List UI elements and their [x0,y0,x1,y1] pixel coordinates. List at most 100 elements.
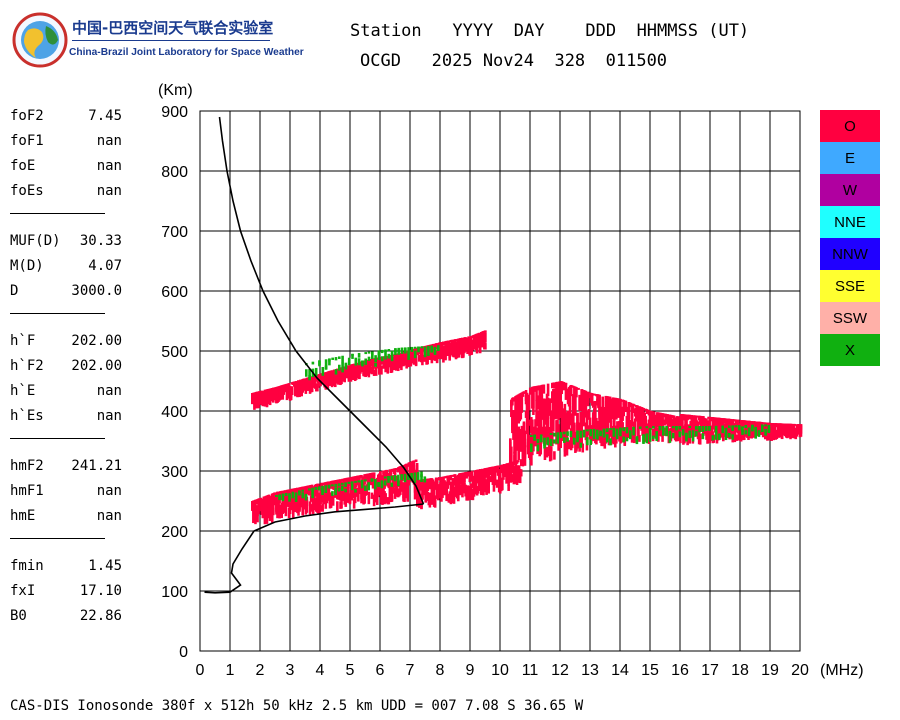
echo-mark-o [673,417,677,426]
echo-mark-x [341,362,344,373]
echo-mark-o [378,367,381,375]
echo-mark-o [790,423,793,427]
echo-mark-x [711,436,715,441]
echo-mark-o [433,498,437,506]
echo-mark-o [356,362,359,368]
echo-mark-o [263,396,267,407]
x-tick-label: 14 [611,662,629,679]
echo-mark-x [347,357,351,364]
echo-mark-x [625,437,629,442]
echo-mark-x [384,349,387,352]
echo-mark-x [549,433,553,436]
echo-mark-x [371,351,374,360]
echo-mark-x [658,426,662,430]
echo-mark-o [395,357,399,369]
echo-mark-o [462,350,465,358]
echo-mark-x [380,349,384,354]
echo-mark-o [527,394,531,411]
echo-mark-o [538,385,541,412]
echo-mark-o [272,392,275,403]
echo-mark-o [477,333,481,345]
echo-mark-x [400,474,403,481]
globe-icon [12,12,68,68]
echo-mark-o [487,476,490,485]
echo-mark-o [581,443,585,453]
echo-mark-o [572,394,575,425]
echo-mark-o [605,424,609,441]
echo-mark-o [698,433,702,445]
echo-mark-x [579,442,583,448]
echo-mark-x [645,433,649,444]
echo-mark-o [474,476,478,491]
echo-mark-x [416,472,420,477]
echo-mark-o [587,409,591,420]
echo-mark-x [668,435,672,443]
echo-mark-o [683,430,686,444]
echo-mark-o [317,483,320,490]
echo-mark-x [311,491,314,499]
echo-mark-x [360,479,364,483]
instrument-footer: CAS-DIS Ionosonde 380f x 512h 50 kHz 2.5… [10,698,584,714]
parameter-row: foF2 7.45 [10,108,150,133]
echo-mark-x [430,345,433,353]
echo-mark-x [619,428,622,437]
echo-mark-o [307,382,311,391]
echo-mark-x [357,352,361,358]
echo-mark-x [284,493,288,496]
echo-mark-o [291,504,295,518]
parameter-name: foF2 [10,108,44,124]
echo-mark-o [773,423,777,433]
echo-mark-o [370,492,374,499]
echo-mark-x [589,429,592,437]
echo-mark-x [704,426,708,431]
echo-mark-o [329,481,333,489]
echo-mark-x [553,439,556,444]
echo-mark-x [572,440,576,445]
echo-mark-o [289,392,293,401]
echo-mark-o [353,489,357,504]
echo-mark-x [622,436,625,443]
parameter-row: h`E nan [10,383,150,408]
echo-mark-o [478,343,482,354]
echo-mark-x [377,482,380,487]
echo-mark-x [397,347,400,352]
echo-mark-o [591,401,595,408]
echo-mark-x [632,426,635,436]
echo-mark-o [475,344,479,354]
echo-mark-x [416,476,420,481]
echo-mark-x [533,434,536,438]
echo-mark-o [510,446,513,474]
x-tick-label: 17 [701,662,719,679]
legend-item-x: X [820,334,880,366]
echo-mark-o [470,346,474,355]
echo-mark-o [477,332,481,336]
echo-mark-x [559,432,563,437]
density-profile-curve [218,116,425,505]
echo-mark-x [701,433,705,440]
echo-mark-o [372,472,376,484]
parameter-value: nan [96,183,122,199]
echo-mark-o [485,486,488,495]
echo-mark-x [437,345,440,348]
echo-mark-o [511,462,515,472]
echo-mark-o [574,387,577,416]
parameter-name: foF1 [10,133,44,149]
echo-mark-o [581,389,585,414]
echo-mark-o [312,503,316,511]
echo-mark-o [564,382,568,400]
echo-mark-o [449,346,453,356]
legend-item-e: E [820,142,880,174]
echo-mark-o [253,503,256,512]
echo-mark-o [735,434,739,441]
echo-mark-o [388,474,392,490]
x-tick-label: 19 [761,662,779,679]
echo-mark-o [607,429,611,446]
echo-mark-x [338,356,341,359]
echo-mark-o [510,401,513,418]
parameter-value: nan [96,158,122,174]
echo-mark-x [314,487,318,490]
echo-mark-o [610,425,614,437]
echo-mark-x [364,485,367,491]
parameter-row: h`F 202.00 [10,333,150,358]
echo-mark-o [403,494,406,502]
